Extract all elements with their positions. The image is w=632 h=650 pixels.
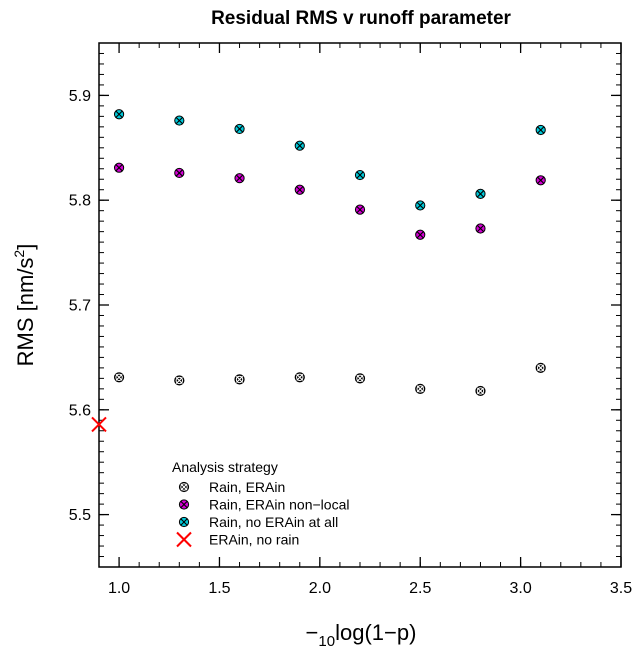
legend-entry: ERAin, no rain (176, 531, 299, 548)
legend-label: ERAin, no rain (209, 532, 299, 548)
y-tick-label: 5.7 (69, 298, 91, 315)
x-tick-label: 3.5 (610, 580, 632, 597)
data-point (294, 372, 305, 383)
y-tick-label: 5.8 (69, 193, 91, 210)
data-point (91, 416, 107, 433)
y-tick-label: 5.6 (69, 402, 91, 419)
legend-title: Analysis strategy (172, 459, 278, 475)
data-point (535, 124, 546, 136)
data-point (294, 184, 305, 195)
data-point (354, 169, 366, 181)
legend: Analysis strategy Rain, ERAin Rain, ERAin… (172, 459, 349, 548)
data-point (415, 229, 426, 240)
legend-label: Rain, no ERAin at all (209, 514, 338, 530)
y-tick-label: 5.9 (69, 88, 91, 105)
data-point (475, 223, 486, 234)
data-point (475, 385, 486, 397)
x-tick-label: 2.0 (309, 580, 331, 597)
data-point (113, 162, 125, 173)
data-point (234, 123, 245, 135)
data-point (475, 188, 486, 200)
x-tick-label: 2.5 (409, 580, 431, 597)
x-tick-label: 1.5 (208, 580, 230, 597)
data-point (113, 372, 125, 383)
legend-marker (176, 531, 192, 548)
data-point (174, 115, 185, 126)
legend-entry: Rain, ERAin non−local (178, 497, 349, 513)
y-axis-ticks: 5.5 5.6 5.7 5.8 5.9 (69, 88, 621, 524)
x-axis-label: −10log(1−p) (306, 620, 417, 650)
legend-marker (178, 516, 190, 528)
data-points (91, 109, 546, 433)
legend-label: Rain, ERAin non−local (209, 497, 349, 513)
data-point (234, 374, 245, 385)
data-point (113, 109, 125, 120)
legend-marker (178, 481, 190, 493)
data-point (174, 375, 185, 386)
x-tick-label: 3.0 (509, 580, 531, 597)
data-point (415, 200, 426, 211)
y-axis-label: RMS [nm/s2] (11, 244, 38, 367)
data-point (294, 140, 305, 151)
data-point (354, 373, 366, 384)
x-tick-label: 1.0 (108, 580, 130, 597)
y-tick-label: 5.5 (69, 507, 91, 524)
legend-label: Rain, ERAin (209, 479, 285, 495)
chart-title: Residual RMS v runoff parameter (211, 8, 511, 29)
data-point (415, 383, 426, 394)
data-point (174, 167, 185, 179)
data-point (535, 362, 546, 373)
legend-marker (178, 499, 190, 510)
legend-entry: Rain, no ERAin at all (178, 514, 338, 530)
data-point (354, 204, 366, 215)
data-point (234, 173, 245, 184)
legend-entry: Rain, ERAin (178, 479, 285, 495)
minor-ticks (98, 42, 622, 568)
x-axis-ticks: 1.0 1.5 2.0 2.5 3.0 3.5 (108, 43, 632, 597)
data-point (535, 175, 546, 186)
